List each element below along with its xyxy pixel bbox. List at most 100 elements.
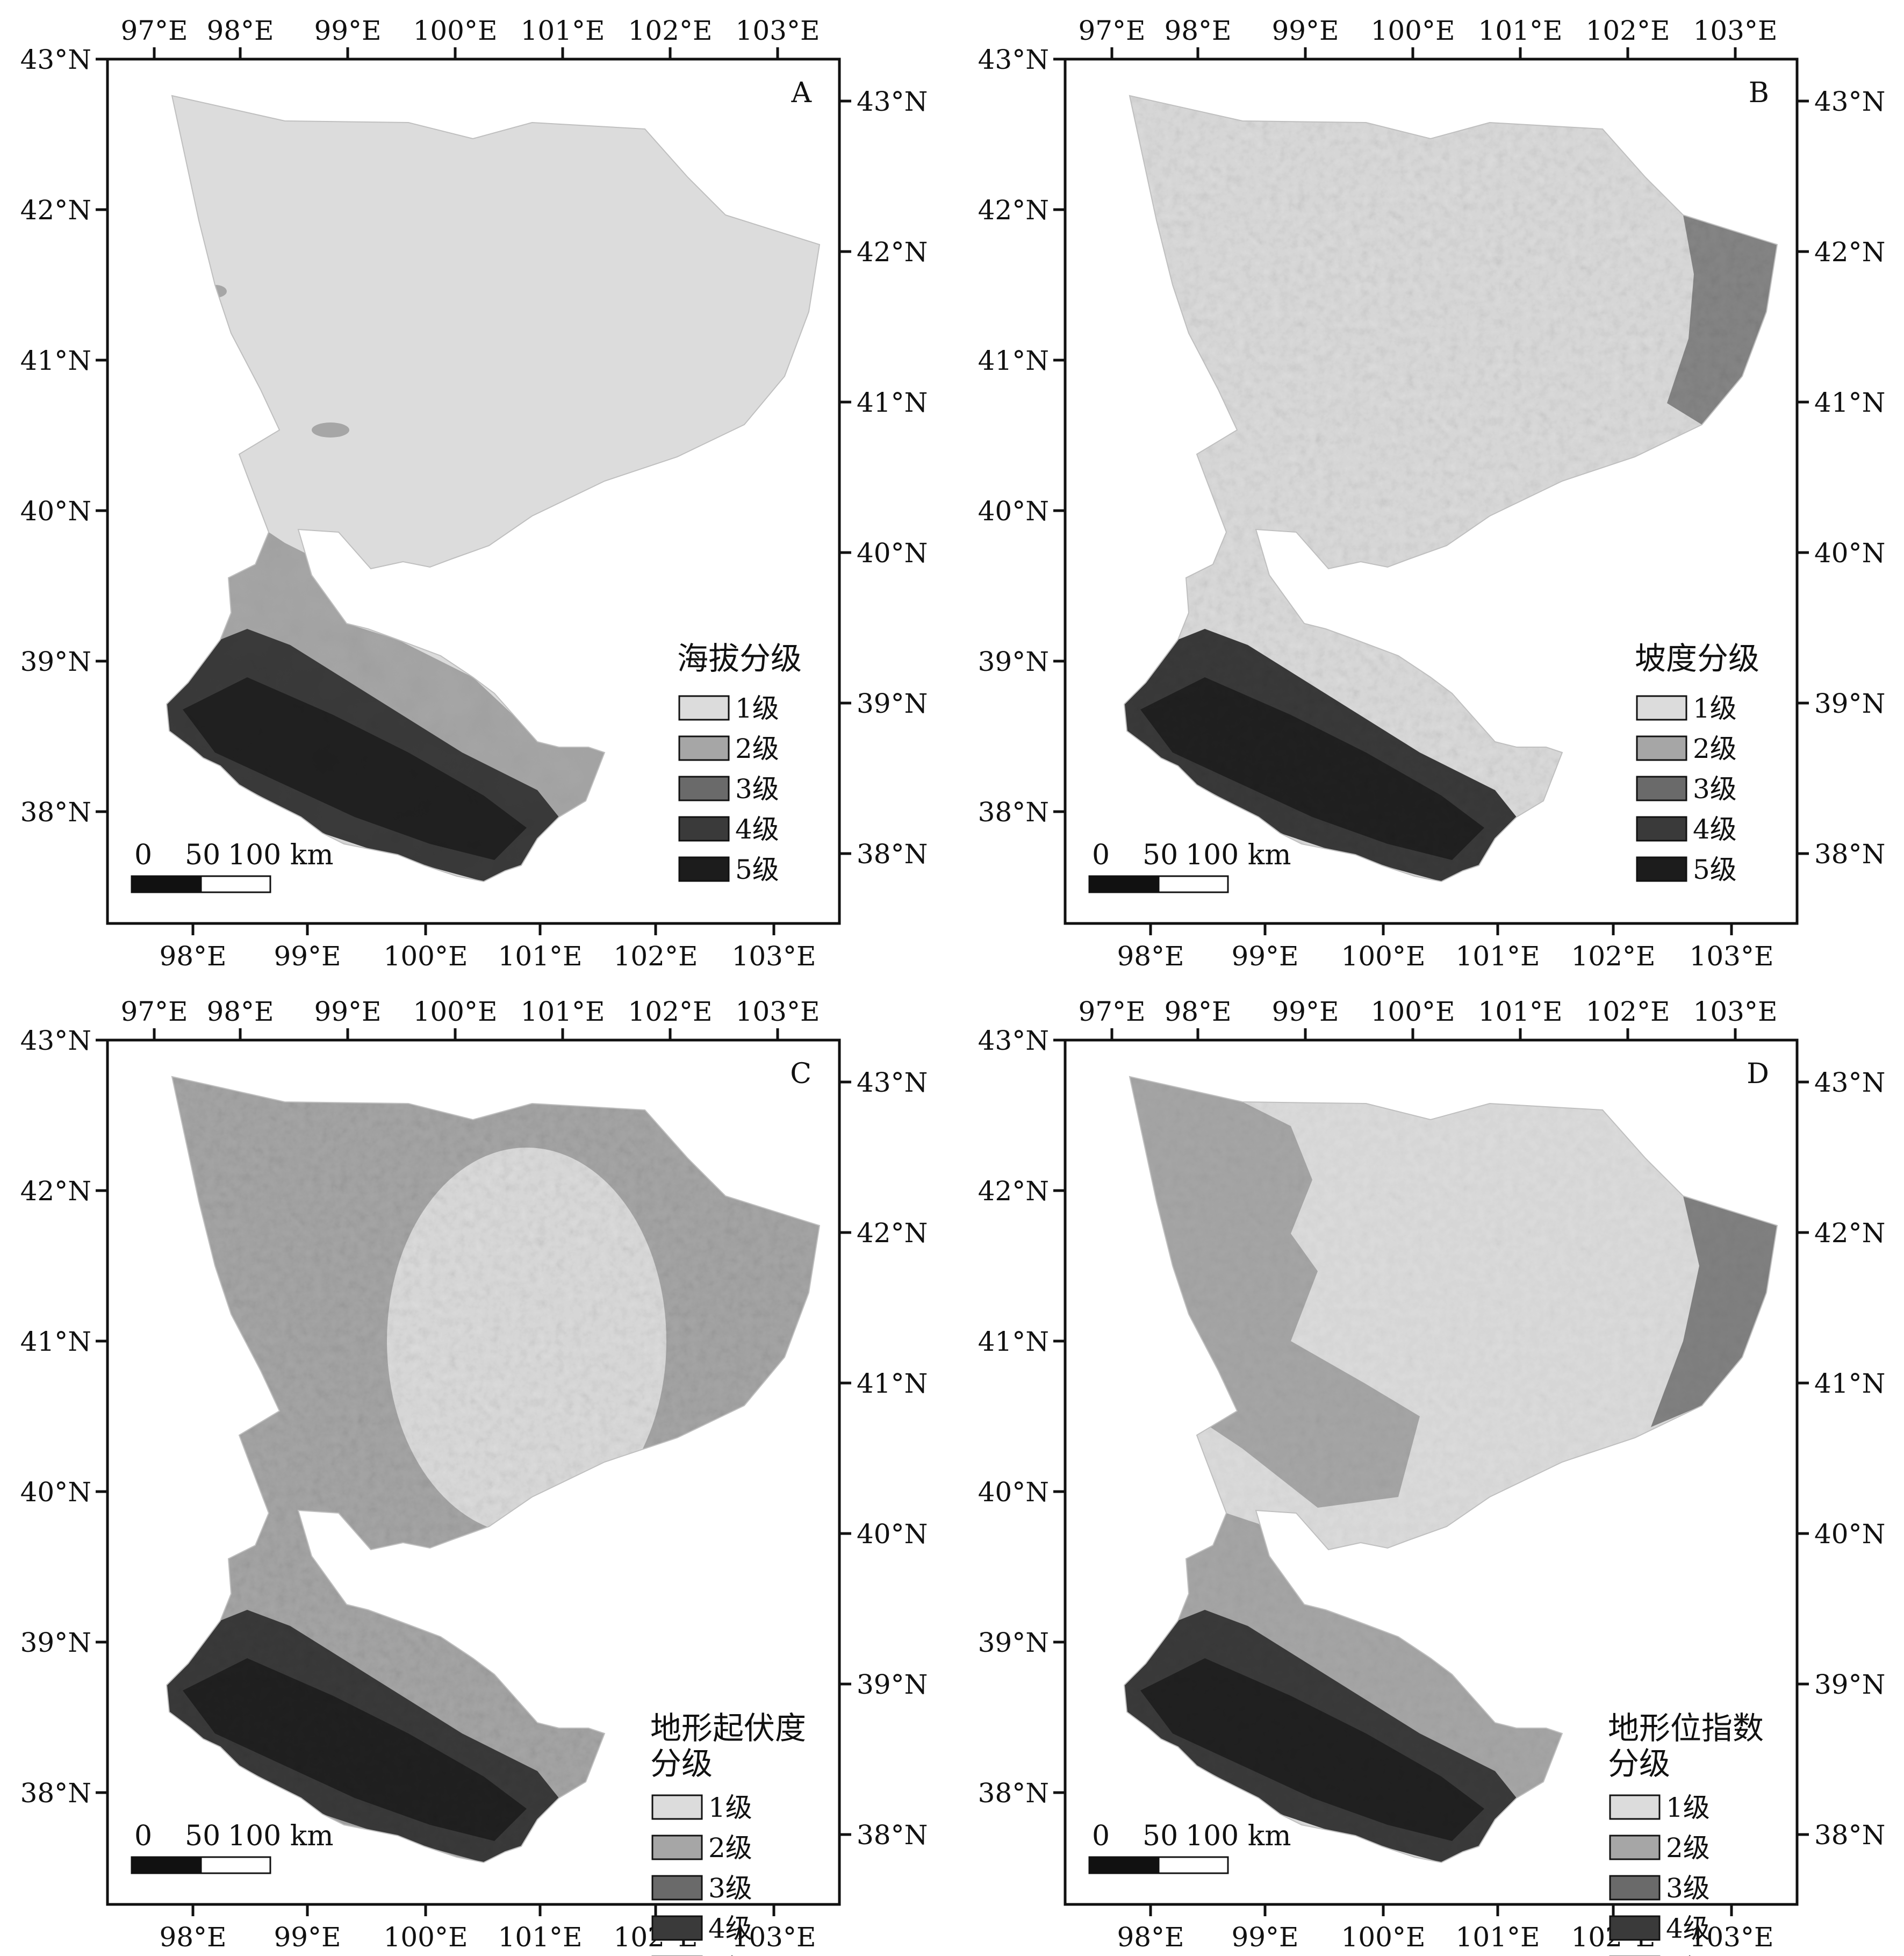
right-lat-label: 41°N — [857, 1368, 928, 1399]
right-lat-label: 41°N — [1814, 387, 1885, 418]
top-lon-label: 99°E — [314, 15, 381, 46]
right-lat-label: 40°N — [1814, 1518, 1885, 1550]
right-lat-label: 42°N — [1814, 237, 1885, 268]
right-lat-label: 38°N — [857, 1819, 928, 1851]
top-lon-label: 101°E — [1478, 996, 1563, 1027]
legend-swatch — [678, 856, 730, 882]
legend-title: 分级 — [1608, 1745, 1670, 1782]
bottom-lon-label: 100°E — [384, 941, 468, 972]
legend-swatch — [678, 776, 730, 801]
legend-item-label: 5级 — [735, 854, 779, 885]
legend-title: 地形位指数 — [1608, 1710, 1764, 1746]
right-lat-label: 43°N — [1814, 1067, 1885, 1098]
scale-bar-label: 100 km — [228, 1820, 334, 1852]
scale-bar-label: 50 — [1143, 1820, 1178, 1852]
top-lon-label: 102°E — [628, 996, 713, 1027]
map-panel-c: 43°N 42°N 41°N 40°N 39°N 38°N 43°N 42°N 41°N 40°N… — [20, 996, 928, 1956]
top-lon-label: 98°E — [1164, 15, 1231, 46]
top-lon-label: 97°E — [1078, 15, 1145, 46]
top-lon-label: 97°E — [120, 15, 188, 46]
map-panel-a: 43°N 42°N 41°N 40°N 39°N 38°N 43°N 42°N 41°N 40°N… — [20, 15, 928, 972]
bottom-lon-label: 100°E — [384, 1922, 468, 1953]
legend-swatch — [651, 1915, 703, 1941]
left-lat-label: 40°N — [978, 1477, 1049, 1508]
right-lat-label: 43°N — [857, 86, 928, 117]
left-lat-label: 43°N — [20, 1025, 91, 1056]
left-lat-label: 38°N — [20, 1778, 91, 1809]
left-lat-label: 43°N — [978, 1025, 1049, 1056]
bottom-lon-label: 99°E — [274, 1922, 341, 1953]
legend-item-label: 5级 — [708, 1953, 752, 1956]
panel-letter: A — [791, 77, 812, 109]
legend-item-label: 2级 — [708, 1832, 752, 1864]
bottom-lon-label: 99°E — [274, 941, 341, 972]
bottom-lon-label: 102°E — [614, 941, 698, 972]
right-lat-label: 39°N — [1814, 688, 1885, 719]
top-lon-label: 101°E — [521, 996, 605, 1027]
legend-item-label: 3级 — [735, 773, 779, 805]
bottom-lon-label: 99°E — [1231, 1922, 1298, 1953]
legend-swatch — [1609, 1794, 1661, 1820]
legend-swatch — [1609, 1835, 1661, 1860]
right-lat-label: 43°N — [857, 1067, 928, 1098]
right-lat-label: 39°N — [857, 688, 928, 719]
map-panel-d: 43°N 42°N 41°N 40°N 39°N 38°N 43°N 42°N 41°N 40°N… — [978, 996, 1885, 1956]
right-lat-label: 43°N — [1814, 86, 1885, 117]
top-lon-label: 99°E — [1271, 996, 1339, 1027]
legend-swatch — [651, 1794, 703, 1820]
scale-bar-label: 50 — [185, 839, 220, 871]
right-lat-label: 38°N — [857, 839, 928, 870]
legend-title: 分级 — [650, 1745, 713, 1782]
legend-item-label: 2级 — [735, 733, 779, 764]
left-lat-label: 41°N — [978, 345, 1049, 376]
top-lon-label: 100°E — [1371, 996, 1455, 1027]
right-lat-label: 40°N — [1814, 538, 1885, 569]
right-lat-label: 41°N — [1814, 1368, 1885, 1399]
top-lon-label: 97°E — [120, 996, 188, 1027]
bottom-lon-label: 99°E — [1231, 941, 1298, 972]
bottom-lon-label: 98°E — [159, 1922, 226, 1953]
scale-bar-label: 0 — [1092, 839, 1110, 871]
left-lat-label: 43°N — [20, 44, 91, 75]
legend-swatch — [1609, 1875, 1661, 1901]
right-lat-label: 39°N — [1814, 1669, 1885, 1700]
legend-swatch — [1636, 695, 1687, 721]
top-lon-label: 102°E — [628, 15, 713, 46]
study-area-outline — [166, 95, 821, 883]
left-lat-label: 40°N — [20, 496, 91, 527]
legend-item-label: 3级 — [1666, 1873, 1710, 1904]
legend-item-label: 1级 — [1693, 693, 1737, 724]
scale-bar-label: 50 — [185, 1820, 220, 1852]
legend-item-label: 4级 — [708, 1913, 752, 1944]
scale-bar: 0 50 100 km — [131, 1820, 334, 1874]
top-lon-label: 100°E — [413, 15, 498, 46]
scale-bar-label: 0 — [134, 1820, 152, 1852]
legend-item-label: 1级 — [708, 1792, 752, 1823]
left-lat-label: 39°N — [978, 646, 1049, 677]
top-lon-label: 97°E — [1078, 996, 1145, 1027]
bottom-lon-label: 98°E — [1117, 1922, 1184, 1953]
bottom-lon-label: 101°E — [1456, 941, 1540, 972]
study-area-outline — [166, 1076, 821, 1864]
top-lon-label: 103°E — [736, 15, 820, 46]
scale-bar: 0 50 100 km — [1088, 1820, 1291, 1874]
legend-swatch — [651, 1875, 703, 1901]
panel-letter: C — [790, 1058, 811, 1090]
top-lon-label: 101°E — [521, 15, 605, 46]
bottom-lon-label: 103°E — [1690, 1922, 1774, 1953]
top-lon-label: 99°E — [314, 996, 381, 1027]
right-lat-label: 41°N — [857, 387, 928, 418]
legend-swatch — [678, 695, 730, 721]
right-lat-label: 38°N — [1814, 839, 1885, 870]
bottom-lon-label: 101°E — [498, 941, 583, 972]
bottom-lon-label: 100°E — [1341, 941, 1426, 972]
top-lon-label: 102°E — [1586, 15, 1670, 46]
legend-item-label: 4级 — [1693, 814, 1737, 845]
scale-bar-label: 0 — [134, 839, 152, 871]
legend-swatch — [1636, 776, 1687, 801]
scale-bar: 0 50 100 km — [131, 839, 334, 893]
legend-item-label: 2级 — [1693, 733, 1737, 764]
left-lat-label: 38°N — [20, 797, 91, 828]
legend-item-label: 3级 — [708, 1873, 752, 1904]
